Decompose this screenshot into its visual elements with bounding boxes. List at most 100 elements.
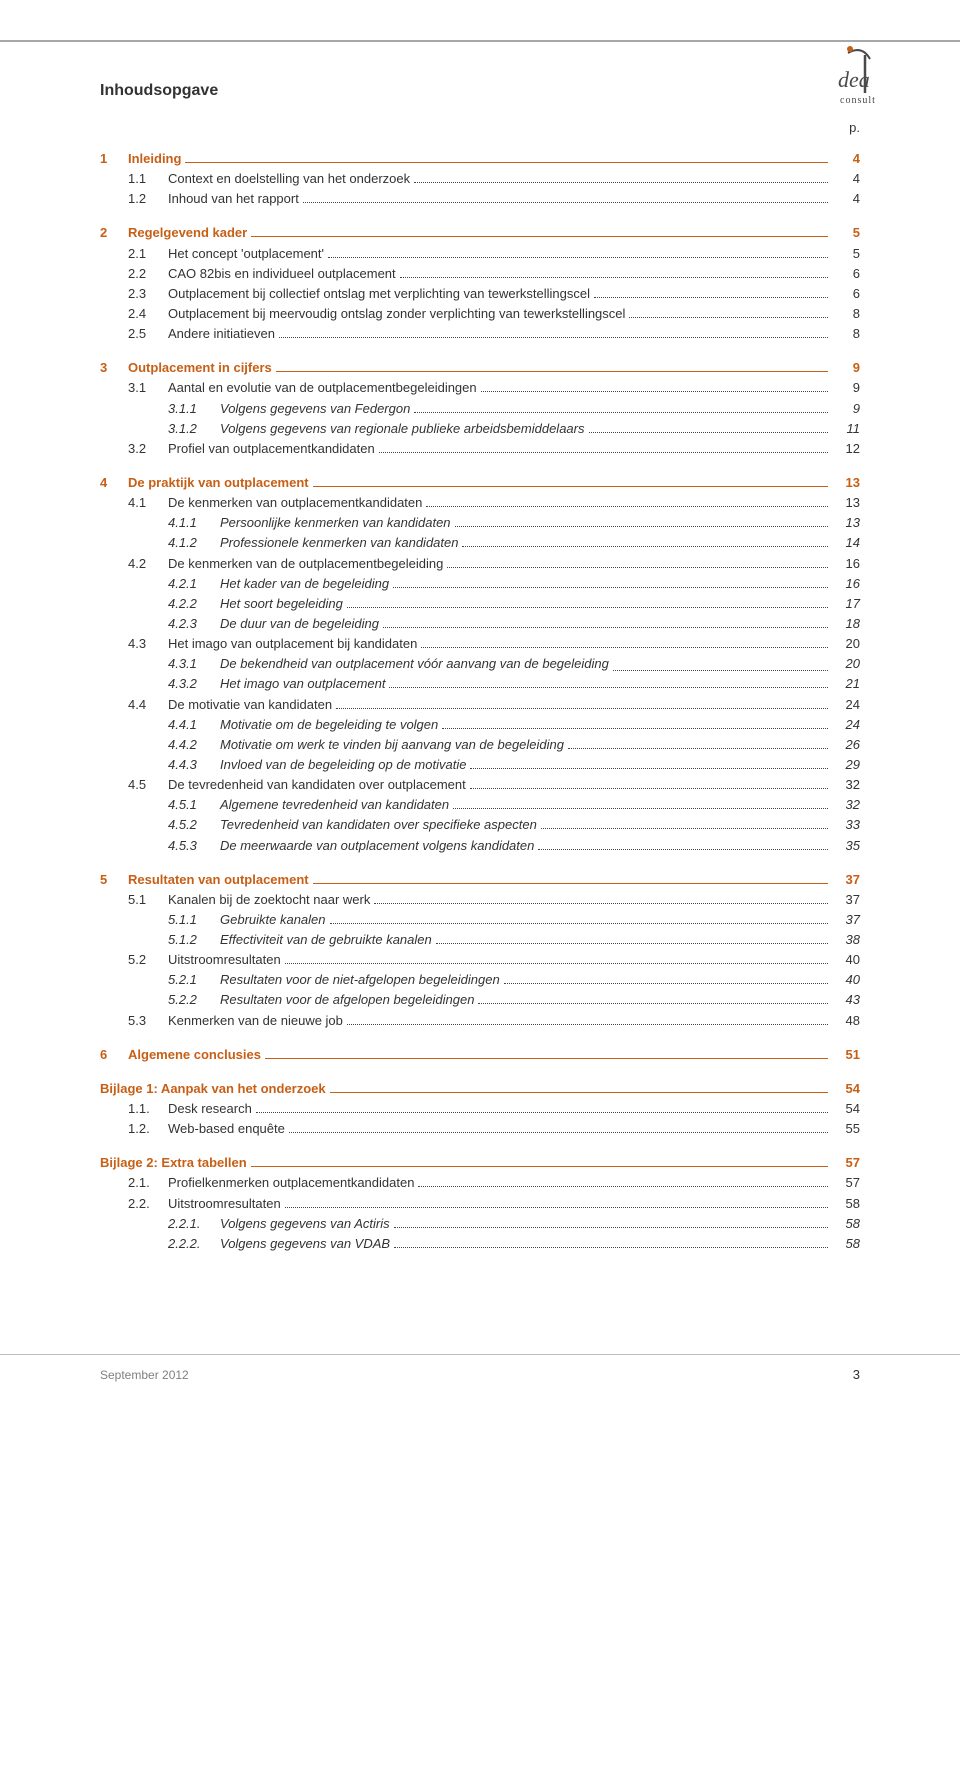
toc-entry-number: 4.2.1 <box>168 574 220 594</box>
toc-leader <box>414 412 828 413</box>
toc-entry-page: 6 <box>832 264 860 284</box>
toc-entry-number: 4.4.3 <box>168 755 220 775</box>
toc-entry-page: 37 <box>832 890 860 910</box>
toc-entry-page: 32 <box>832 775 860 795</box>
header-rule <box>0 40 960 42</box>
toc-entry-page: 57 <box>832 1173 860 1193</box>
toc-entry-title: Resultaten voor de afgelopen begeleiding… <box>220 990 474 1010</box>
toc-entry-title: Tevredenheid van kandidaten over specifi… <box>220 815 537 835</box>
toc-entry: 5.1.1Gebruikte kanalen37 <box>100 910 860 930</box>
toc-leader <box>447 567 828 568</box>
toc-entry-title: De duur van de begeleiding <box>220 614 379 634</box>
toc-entry-title: De tevredenheid van kandidaten over outp… <box>168 775 466 795</box>
toc-leader <box>394 1247 828 1248</box>
toc-entry-number: 4.2.3 <box>168 614 220 634</box>
toc-entry-title: De bekendheid van outplacement vóór aanv… <box>220 654 609 674</box>
toc-entry-page: 21 <box>832 674 860 694</box>
toc-entry-title: De kenmerken van de outplacementbegeleid… <box>168 554 443 574</box>
toc-entry-number: 5.2 <box>128 950 168 970</box>
toc-entry: 5.1.2Effectiviteit van de gebruikte kana… <box>100 930 860 950</box>
toc-entry-number: 2.3 <box>128 284 168 304</box>
toc-leader <box>313 486 828 487</box>
toc-entry-number: 4 <box>100 473 128 493</box>
toc-entry: 1Inleiding4 <box>100 149 860 169</box>
toc-leader <box>347 607 828 608</box>
toc-entry: 5.3Kenmerken van de nieuwe job48 <box>100 1011 860 1031</box>
toc-leader <box>379 452 828 453</box>
toc-entry-page: 20 <box>832 654 860 674</box>
toc-entry-number: 3.1 <box>128 378 168 398</box>
toc-entry-page: 4 <box>832 169 860 189</box>
toc-entry-page: 37 <box>832 870 860 890</box>
toc-leader <box>613 670 828 671</box>
toc-entry-title: CAO 82bis en individueel outplacement <box>168 264 396 284</box>
toc-leader <box>336 708 828 709</box>
toc-entry: 4.2.3De duur van de begeleiding18 <box>100 614 860 634</box>
toc-entry-page: 38 <box>832 930 860 950</box>
logo-text-bottom: consult <box>840 95 876 106</box>
toc-entry-title: Volgens gegevens van regionale publieke … <box>220 419 585 439</box>
toc-leader <box>538 849 828 850</box>
toc-leader <box>568 748 828 749</box>
toc-entry-title: Het imago van outplacement <box>220 674 385 694</box>
toc-leader <box>393 587 828 588</box>
toc-leader <box>256 1112 828 1113</box>
toc-leader <box>462 546 828 547</box>
toc-entry-number: 5.1.1 <box>168 910 220 930</box>
toc-entry-number: 6 <box>100 1045 128 1065</box>
toc-entry-page: 9 <box>832 399 860 419</box>
toc-entry-title: Inleiding <box>128 149 181 169</box>
toc-entry-page: 13 <box>832 473 860 493</box>
toc-leader <box>589 432 829 433</box>
toc-entry-page: 16 <box>832 554 860 574</box>
toc-entry: 2.5Andere initiatieven8 <box>100 324 860 344</box>
toc-entry-number: 2.2.1. <box>168 1214 220 1234</box>
toc-entry: 4.3.1De bekendheid van outplacement vóór… <box>100 654 860 674</box>
toc-entry-title: Het imago van outplacement bij kandidate… <box>168 634 417 654</box>
toc-entry-title: Resultaten van outplacement <box>128 870 309 890</box>
toc-leader <box>504 983 828 984</box>
toc-leader <box>426 506 828 507</box>
toc-entry-number: 4.1.1 <box>168 513 220 533</box>
toc-leader <box>251 1166 828 1167</box>
toc-entry-number: 4.5.1 <box>168 795 220 815</box>
toc-entry-number: 4.1.2 <box>168 533 220 553</box>
toc-entry: 5.1Kanalen bij de zoektocht naar werk 37 <box>100 890 860 910</box>
toc-entry-number: 2.1. <box>128 1173 168 1193</box>
toc-entry-number: 2.4 <box>128 304 168 324</box>
toc-leader <box>470 768 828 769</box>
toc-entry-page: 26 <box>832 735 860 755</box>
toc-entry-page: 5 <box>832 223 860 243</box>
toc-leader <box>629 317 828 318</box>
toc-entry-title: Bijlage 2: Extra tabellen <box>100 1153 247 1173</box>
toc-entry: 4.3Het imago van outplacement bij kandid… <box>100 634 860 654</box>
toc-entry-page: 13 <box>832 493 860 513</box>
toc-entry-title: Volgens gegevens van VDAB <box>220 1234 390 1254</box>
toc-entry: 2.1Het concept 'outplacement'5 <box>100 244 860 264</box>
toc-entry-page: 16 <box>832 574 860 594</box>
toc-entry-page: 35 <box>832 836 860 856</box>
toc-entry-page: 13 <box>832 513 860 533</box>
toc-entry: 4.4.3Invloed van de begeleiding op de mo… <box>100 755 860 775</box>
toc-entry: 4.5De tevredenheid van kandidaten over o… <box>100 775 860 795</box>
toc-entry: 1.2Inhoud van het rapport4 <box>100 189 860 209</box>
toc-entry-number: 3.1.1 <box>168 399 220 419</box>
toc-entry-title: Uitstroomresultaten <box>168 950 281 970</box>
toc-entry-page: 48 <box>832 1011 860 1031</box>
toc-entry: 1.2.Web-based enquête55 <box>100 1119 860 1139</box>
toc-entry-title: Regelgevend kader <box>128 223 247 243</box>
table-of-contents: 1Inleiding41.1Context en doelstelling va… <box>100 149 860 1254</box>
toc-entry-page: 4 <box>832 189 860 209</box>
toc-entry-title: Kanalen bij de zoektocht naar werk <box>168 890 370 910</box>
toc-entry-number: 2 <box>100 223 128 243</box>
toc-entry: 2.2.1.Volgens gegevens van Actiris58 <box>100 1214 860 1234</box>
toc-entry-page: 40 <box>832 970 860 990</box>
toc-entry-page: 6 <box>832 284 860 304</box>
toc-leader <box>394 1227 828 1228</box>
toc-entry-title: Gebruikte kanalen <box>220 910 326 930</box>
toc-entry-number: 3.2 <box>128 439 168 459</box>
toc-entry-title: Outplacement bij meervoudig ontslag zond… <box>168 304 625 324</box>
toc-entry-title: Kenmerken van de nieuwe job <box>168 1011 343 1031</box>
toc-entry: 4.1De kenmerken van outplacementkandidat… <box>100 493 860 513</box>
toc-entry-number: 5.1 <box>128 890 168 910</box>
